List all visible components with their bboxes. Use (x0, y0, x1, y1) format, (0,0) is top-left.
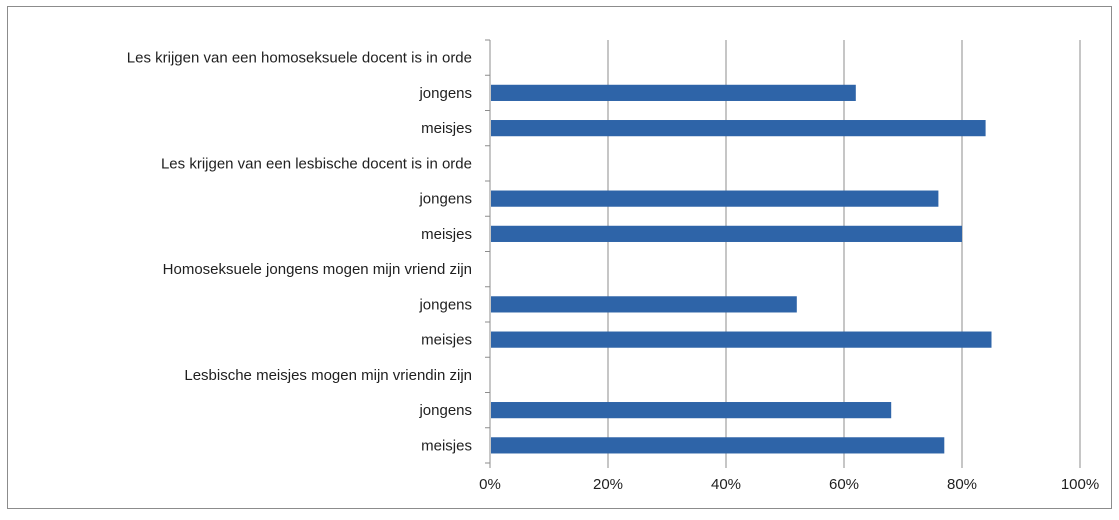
category-label: meisjes (421, 120, 472, 137)
bars (491, 84, 992, 454)
x-tick-label: 20% (593, 476, 623, 493)
bar (491, 120, 986, 137)
category-label: Les krijgen van een lesbische docent is … (161, 155, 472, 172)
category-label: Les krijgen van een homoseksuele docent … (127, 50, 472, 67)
bar (491, 225, 962, 242)
category-label: Lesbische meisjes mogen mijn vriendin zi… (184, 367, 472, 384)
category-labels: Les krijgen van een homoseksuele docent … (127, 50, 472, 455)
x-tick-label: 80% (947, 476, 977, 493)
x-tick-label: 60% (829, 476, 859, 493)
category-label: jongens (418, 191, 472, 208)
bar (491, 296, 797, 313)
category-label: jongens (418, 402, 472, 419)
category-label: Homoseksuele jongens mogen mijn vriend z… (163, 261, 472, 278)
category-label: meisjes (421, 437, 472, 454)
bar (491, 437, 945, 454)
bar (491, 402, 892, 419)
bar (491, 84, 856, 101)
category-label: jongens (418, 85, 472, 102)
x-tick-label: 40% (711, 476, 741, 493)
x-tick-label: 0% (479, 476, 501, 493)
x-tick-label: 100% (1061, 476, 1099, 493)
axes (485, 39, 1081, 468)
gridlines (607, 40, 1081, 463)
bar (491, 190, 939, 207)
chart-border (7, 6, 1112, 509)
bar (491, 331, 992, 348)
category-label: jongens (418, 296, 472, 313)
x-tick-labels: 0% 20% 40% 60% 80% 100% (479, 476, 1099, 493)
category-label: meisjes (421, 226, 472, 243)
category-label: meisjes (421, 332, 472, 349)
